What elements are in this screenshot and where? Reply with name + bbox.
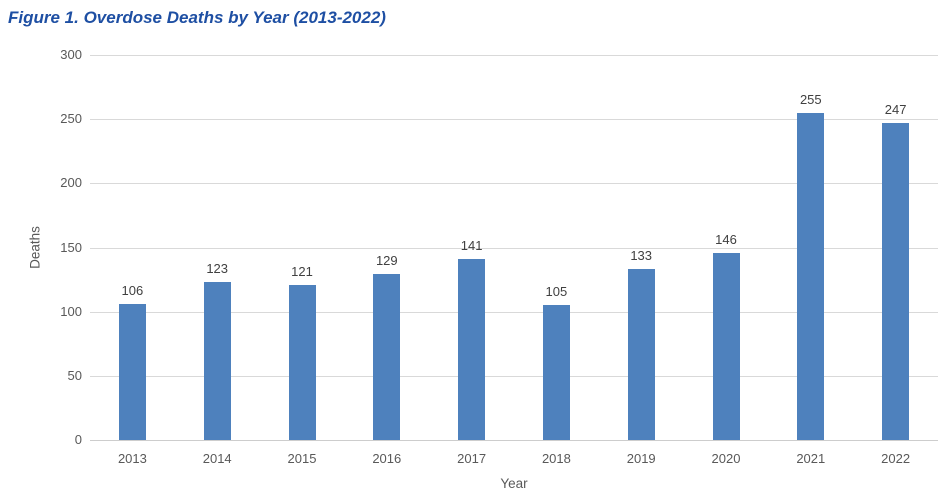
bar-value-label: 121 [291, 263, 313, 279]
y-axis-title: Deaths [27, 226, 43, 269]
bar-2015 [288, 284, 316, 440]
x-tick-label: 2022 [881, 451, 911, 466]
gridline [90, 247, 938, 249]
bar-value-label: 255 [799, 91, 822, 107]
bar-value-label: 247 [884, 102, 907, 118]
y-tick-label: 50 [67, 367, 82, 383]
x-tick-label: 2016 [372, 451, 402, 466]
bar-value-label: 106 [121, 282, 144, 298]
y-tick-label: 0 [74, 432, 82, 447]
x-tick-label: 2020 [711, 451, 741, 466]
x-axis-title: Year [500, 476, 528, 491]
figure-caption: Figure 1. Overdose Deaths by Year (2013-… [8, 8, 386, 27]
x-tick-label: 2021 [796, 451, 826, 466]
x-tick-label: 2017 [457, 451, 487, 466]
y-tick-label: 100 [60, 303, 82, 319]
gridline [90, 375, 938, 377]
bar-2021 [797, 112, 825, 440]
x-tick-label: 2014 [202, 451, 232, 466]
x-tick-label: 2019 [626, 451, 656, 466]
gridline [90, 311, 938, 313]
bar-2019 [627, 269, 655, 440]
gridline [90, 183, 938, 185]
y-tick-label: 200 [60, 175, 82, 191]
bar-2017 [458, 259, 486, 440]
bar-2014 [203, 282, 231, 440]
gridline [90, 55, 938, 56]
x-tick-label: 2015 [287, 451, 317, 466]
bar-value-label: 133 [630, 248, 653, 264]
bar-value-label: 105 [545, 284, 568, 300]
bar-2022 [882, 123, 910, 440]
x-axis-line [90, 440, 938, 441]
bar-2018 [542, 305, 570, 440]
bar-value-label: 146 [715, 231, 737, 247]
bar-value-label: 141 [460, 238, 483, 254]
y-tick-label: 150 [60, 239, 82, 255]
gridline [90, 119, 938, 121]
bar-2013 [118, 303, 146, 440]
bar-2016 [373, 274, 401, 440]
x-tick-label: 2013 [117, 451, 147, 466]
x-tick-label: 2018 [541, 451, 571, 466]
y-tick-label: 300 [60, 47, 82, 62]
bar-2020 [712, 252, 740, 440]
y-tick-label: 250 [60, 111, 82, 127]
bar-value-label: 123 [206, 261, 229, 277]
bar-value-label: 129 [375, 253, 398, 269]
